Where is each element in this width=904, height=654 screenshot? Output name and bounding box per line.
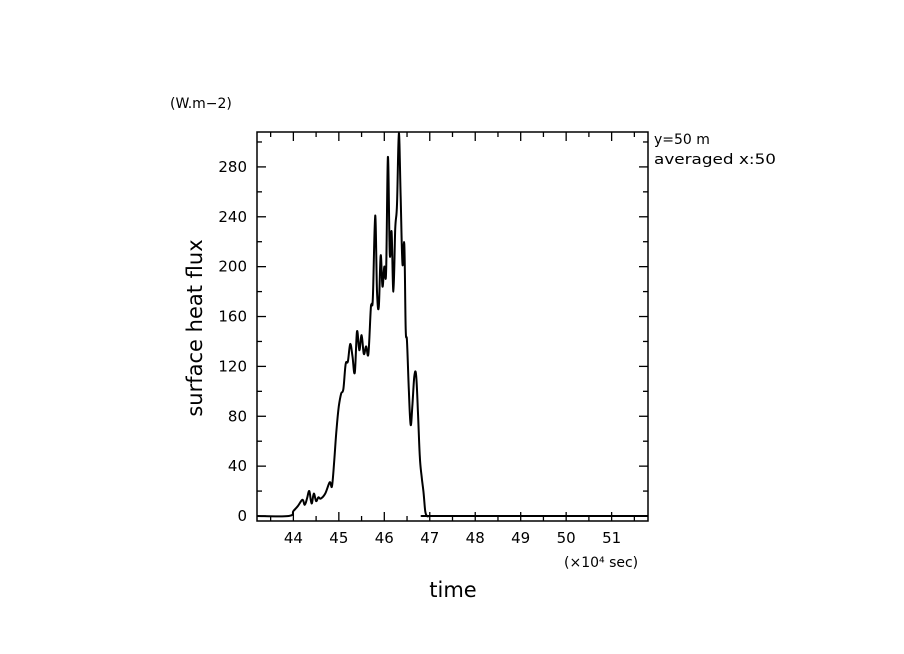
x-axis-unit: (×10⁴ sec) (564, 555, 638, 571)
x-axis: 44 45 46 47 48 49 50 51 (269, 132, 636, 547)
x-tick-label: 51 (602, 529, 621, 547)
x-tick-label: 49 (511, 529, 530, 547)
annotation-averaging: averaged x:50 (654, 152, 776, 168)
series-line (256, 132, 648, 518)
y-axis: 0 40 80 120 160 200 240 280 (218, 141, 648, 525)
plot-frame (256, 131, 649, 522)
y-tick-label: 80 (228, 407, 247, 425)
y-axis-unit: (W.m−2) (170, 96, 232, 112)
y-tick-label: 280 (218, 158, 247, 176)
x-tick-label: 44 (284, 529, 303, 547)
y-tick-label: 160 (218, 308, 247, 326)
y-tick-label: 240 (218, 208, 247, 226)
y-tick-label: 200 (218, 258, 247, 276)
plot-area: 44 45 46 47 48 49 50 51 0 40 80 120 160 200 240 280 (218, 131, 649, 547)
annotation-location: y=50 m (654, 132, 710, 148)
y-tick-label: 120 (218, 357, 247, 375)
x-tick-label: 45 (329, 529, 348, 547)
y-tick-label: 40 (228, 457, 247, 475)
x-tick-label: 50 (557, 529, 576, 547)
x-tick-label: 47 (420, 529, 439, 547)
x-axis-title: time (429, 578, 476, 602)
y-tick-label: 0 (237, 507, 247, 525)
x-tick-label: 48 (466, 529, 485, 547)
y-axis-title: surface heat flux (183, 239, 207, 416)
x-tick-label: 46 (375, 529, 394, 547)
